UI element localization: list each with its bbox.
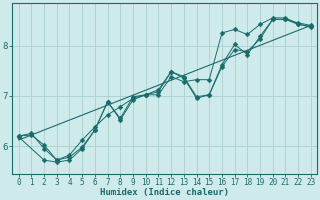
X-axis label: Humidex (Indice chaleur): Humidex (Indice chaleur) bbox=[100, 188, 229, 197]
